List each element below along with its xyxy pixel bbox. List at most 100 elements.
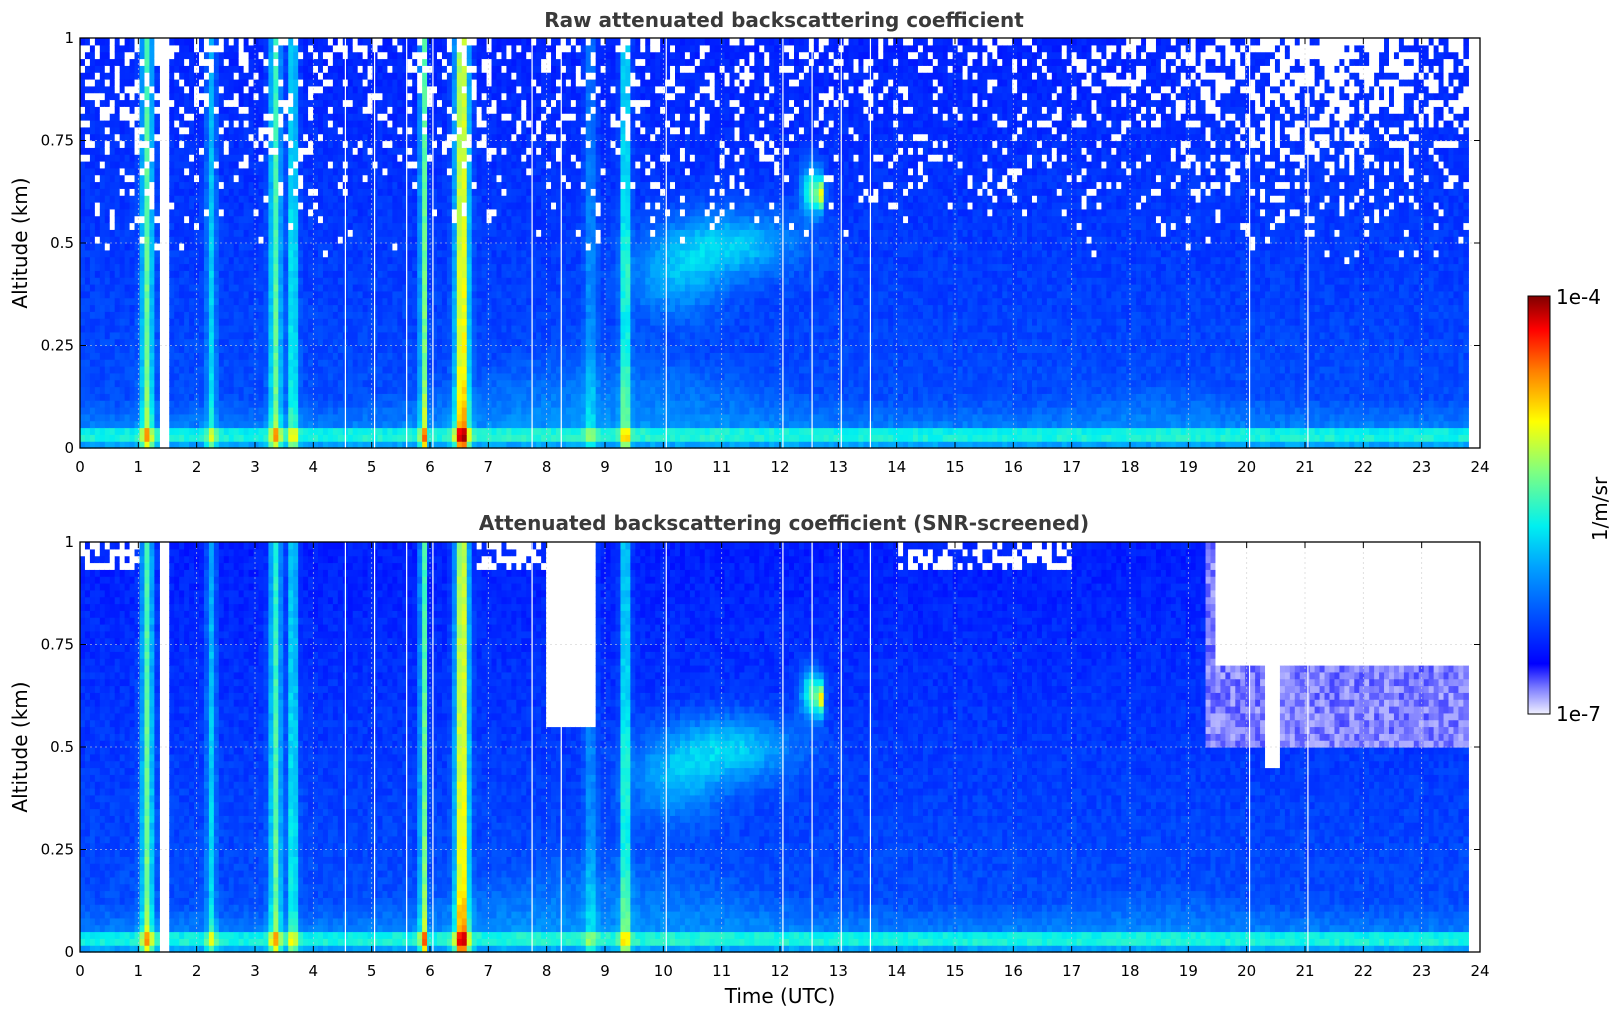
heatmap-cell — [129, 174, 136, 183]
heatmap-cell — [263, 427, 270, 435]
heatmap-cell — [253, 400, 260, 408]
heatmap-cell — [89, 222, 96, 230]
heatmap-cell — [476, 366, 483, 374]
heatmap-cell — [134, 249, 141, 258]
heatmap-cell — [456, 85, 463, 94]
heatmap-cell — [80, 58, 86, 66]
heatmap-cell — [283, 113, 289, 121]
heatmap-cell — [149, 372, 155, 381]
heatmap-cell — [417, 181, 423, 189]
heatmap-cell — [233, 120, 240, 128]
heatmap-cell — [303, 208, 309, 217]
heatmap-cell — [84, 420, 91, 429]
heatmap-cell — [377, 366, 384, 374]
heatmap-cell — [154, 304, 160, 312]
heatmap-cell — [437, 413, 443, 422]
heatmap-cell — [397, 38, 403, 46]
heatmap-cell — [253, 263, 260, 271]
heatmap-cell — [437, 79, 443, 87]
heatmap-cell — [337, 44, 344, 53]
heatmap-cell — [402, 359, 408, 367]
heatmap-cell — [437, 331, 443, 340]
heatmap-cell — [402, 297, 408, 306]
heatmap-cell — [422, 372, 428, 381]
heatmap-cell — [322, 263, 329, 271]
heatmap-cell — [114, 427, 121, 435]
heatmap-cell — [238, 427, 245, 435]
heatmap-cell — [427, 133, 433, 142]
heatmap-cell — [263, 434, 270, 442]
heatmap-cell — [476, 51, 483, 60]
heatmap-cell — [332, 441, 339, 449]
heatmap-cell — [179, 181, 185, 189]
heatmap-cell — [486, 413, 493, 422]
heatmap-cell — [124, 236, 131, 244]
heatmap-cell — [437, 120, 443, 128]
heatmap-cell — [481, 208, 488, 217]
heatmap-cell — [387, 318, 393, 326]
heatmap-cell — [377, 51, 384, 60]
heatmap-cell — [154, 366, 160, 374]
heatmap-cell — [476, 195, 483, 203]
heatmap-cell — [461, 290, 468, 299]
heatmap-cell — [466, 243, 473, 251]
heatmap-cell — [149, 161, 155, 169]
heatmap-cell — [432, 229, 438, 237]
heatmap-cell — [238, 325, 245, 333]
heatmap-cell — [109, 79, 116, 87]
heatmap-cell — [417, 297, 423, 306]
heatmap-cell — [476, 249, 483, 258]
heatmap-cell — [169, 420, 175, 429]
heatmap-cell — [80, 92, 86, 101]
heatmap-cell — [273, 126, 279, 135]
heatmap-cell — [347, 229, 354, 237]
heatmap-cell — [293, 420, 299, 429]
heatmap-cell — [377, 263, 384, 271]
heatmap-cell — [268, 345, 274, 353]
heatmap-cell — [288, 434, 294, 442]
heatmap-cell — [194, 208, 200, 217]
heatmap-cell — [382, 297, 389, 306]
heatmap-cell — [253, 99, 260, 107]
heatmap-cell — [461, 126, 468, 135]
heatmap-cell — [154, 154, 160, 162]
heatmap-cell — [283, 38, 289, 46]
heatmap-cell — [283, 202, 289, 210]
heatmap-cell — [437, 188, 443, 196]
heatmap-cell — [104, 92, 111, 101]
heatmap-cell — [258, 174, 265, 183]
heatmap-cell — [89, 270, 96, 278]
heatmap-cell — [104, 72, 111, 80]
heatmap-cell — [99, 352, 106, 360]
heatmap-cell — [174, 393, 180, 401]
heatmap-cell — [417, 249, 423, 258]
heatmap-cell — [382, 277, 389, 285]
heatmap-cell — [104, 79, 111, 87]
heatmap-cell — [104, 318, 111, 326]
heatmap-cell — [80, 434, 86, 442]
heatmap-cell — [372, 441, 379, 449]
heatmap-cell — [94, 154, 101, 162]
heatmap-cell — [189, 249, 195, 258]
heatmap-cell — [263, 147, 270, 155]
heatmap-cell — [199, 331, 205, 340]
heatmap-cell — [308, 106, 314, 114]
heatmap-cell — [199, 38, 205, 46]
heatmap-cell — [154, 202, 160, 210]
heatmap-cell — [332, 154, 339, 162]
heatmap-cell — [332, 352, 339, 360]
heatmap-cell — [387, 243, 393, 251]
heatmap-cell — [466, 331, 473, 340]
heatmap-cell — [144, 311, 151, 319]
heatmap-cell — [397, 386, 403, 394]
heatmap-cell — [248, 147, 255, 155]
heatmap-cell — [466, 372, 473, 381]
heatmap-cell — [89, 195, 96, 203]
heatmap-cell — [124, 400, 131, 408]
heatmap-cell — [119, 106, 126, 114]
heatmap-cell — [248, 311, 255, 319]
heatmap-cell — [446, 304, 453, 312]
heatmap-cell — [456, 304, 463, 312]
heatmap-cell — [327, 202, 334, 210]
heatmap-cell — [327, 325, 334, 333]
